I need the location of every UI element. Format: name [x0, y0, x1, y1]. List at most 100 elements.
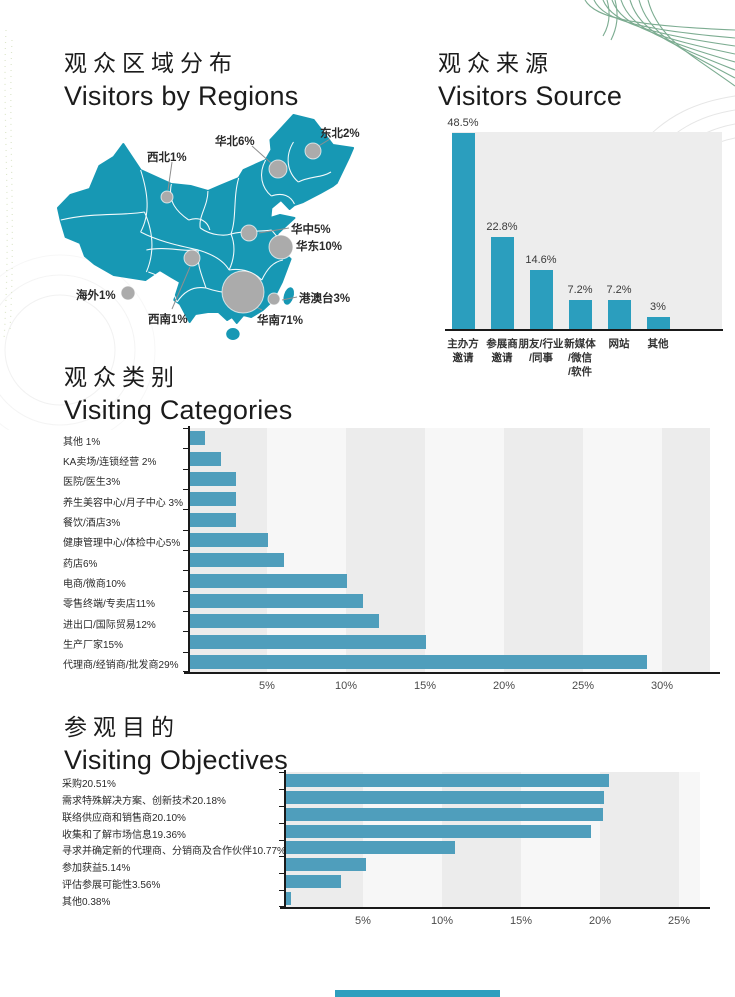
categories-ytick-11 [183, 652, 188, 653]
objectives-ytick-7 [279, 890, 284, 891]
categories-row-label-0: 其他 1% [63, 436, 101, 448]
region-bubble-西南 [183, 249, 201, 267]
categories-band [504, 428, 583, 672]
source-bar-label-line: /软件 [568, 366, 592, 378]
categories-title-zh: 观众类别 [64, 364, 180, 390]
objectives-ytick-6 [279, 873, 284, 874]
objectives-band [679, 772, 700, 907]
objectives-row-label-6: 评估参展可能性3.56% [62, 880, 161, 892]
region-bubble-华南 [221, 270, 265, 314]
source-bar-value-1: 22.8% [486, 221, 518, 233]
objectives-row-label-4: 寻求并确定新的代理商、分销商及合作伙伴10.77% [62, 846, 286, 858]
objectives-ytick-2 [279, 806, 284, 807]
regions-title-en: Visitors by Regions [64, 81, 299, 111]
objectives-xaxis [280, 907, 710, 909]
objectives-bar-4 [285, 841, 455, 855]
source-title-en: Visitors Source [438, 81, 623, 111]
categories-row-label-7: 电商/微商10% [63, 579, 126, 590]
objectives-bar-3 [285, 824, 591, 838]
objectives-bar-0 [285, 773, 609, 787]
categories-bar-1 [189, 451, 221, 466]
categories-ytick-7 [183, 570, 188, 571]
source-bar-label-line: /微信 [568, 352, 592, 364]
source-bar-label-line: 新媒体 [564, 338, 596, 350]
categories-bar-7 [189, 573, 347, 588]
categories-bar-5 [189, 532, 268, 547]
objectives-xtick-4: 25% [667, 915, 691, 927]
source-bar-value-2: 14.6% [525, 254, 557, 266]
region-label-东北: 东北2% [320, 128, 360, 140]
region-bubbles-overlay [120, 138, 331, 314]
categories-xtick-0: 5% [259, 680, 275, 692]
source-bar-value-3: 7.2% [567, 284, 593, 296]
categories-xtick-3: 20% [492, 680, 516, 692]
categories-row-label-3: 养生美容中心/月子中心 3% [63, 497, 184, 509]
categories-ytick-10 [183, 631, 188, 632]
categories-bar-6 [189, 553, 284, 568]
objectives-bar-7 [285, 892, 291, 906]
categories-bar-8 [189, 593, 363, 608]
categories-row-label-6: 药店6% [63, 558, 98, 570]
categories-yaxis [188, 426, 190, 672]
categories-bar-3 [189, 492, 236, 507]
objectives-xtick-3: 20% [588, 915, 612, 927]
categories-ytick-2 [183, 469, 188, 470]
region-label-华东: 华东10% [296, 241, 343, 253]
categories-bar-4 [189, 512, 236, 527]
region-leader-line [281, 296, 298, 301]
categories-xtick-2: 15% [413, 680, 437, 692]
source-bar-3 [568, 300, 592, 329]
region-leader-line [171, 266, 191, 310]
source-title-zh: 观众来源 [438, 50, 554, 76]
region-label-华南: 华南71% [257, 315, 304, 327]
source-bar-label-line: 参展商 [486, 338, 518, 350]
source-section-title: 观众来源 Visitors Source [438, 44, 622, 112]
regions-title-zh: 观众区域分布 [64, 50, 238, 76]
region-leader-line [251, 145, 272, 164]
objectives-ytick-4 [279, 840, 284, 841]
objectives-row-label-0: 采购20.51% [62, 778, 116, 790]
region-label-海外: 海外1% [76, 290, 116, 302]
objectives-xtick-0: 5% [355, 915, 371, 927]
objectives-ytick-5 [279, 856, 284, 857]
categories-ytick-9 [183, 611, 188, 612]
objectives-row-label-5: 参加获益5.14% [62, 863, 131, 875]
source-bar-label-4: 网站 [589, 337, 649, 351]
categories-xtick-4: 25% [571, 680, 595, 692]
source-bar-1 [490, 237, 514, 329]
categories-row-label-11: 代理商/经销商/批发商29% [63, 660, 179, 672]
categories-band [346, 428, 425, 672]
objectives-bar-1 [285, 790, 604, 804]
categories-band [583, 428, 662, 672]
source-bar-value-5: 3% [650, 301, 666, 313]
categories-band [267, 428, 346, 672]
source-bar-0 [451, 133, 475, 329]
source-bar-label-line: 其他 [647, 338, 669, 350]
categories-row-label-2: 医院/医生3% [63, 477, 121, 489]
objectives-yaxis [284, 770, 286, 907]
objectives-row-label-1: 需求特殊解决方案、创新技术20.18% [62, 795, 226, 807]
source-bar-label-line: 邀请 [452, 352, 474, 364]
categories-ytick-4 [183, 509, 188, 510]
categories-ytick-0 [183, 428, 188, 429]
region-label-港澳台: 港澳台3% [299, 293, 351, 305]
objectives-section-title: 参观目的 Visiting Objectives [64, 708, 288, 776]
categories-bar-9 [189, 614, 379, 629]
categories-ytick-6 [183, 550, 188, 551]
categories-bar-2 [189, 471, 236, 486]
categories-xtick-5: 30% [650, 680, 674, 692]
objectives-xtick-2: 15% [509, 915, 533, 927]
regions-section-title: 观众区域分布 Visitors by Regions [64, 44, 298, 112]
categories-row-label-5: 健康管理中心/体检中心5% [63, 538, 181, 550]
region-bubble-海外 [120, 285, 136, 301]
categories-ytick-1 [183, 448, 188, 449]
objectives-band [600, 772, 679, 907]
objectives-title-zh: 参观目的 [64, 714, 180, 740]
source-bar-label-line: 主办方 [447, 338, 479, 350]
categories-row-label-8: 零售终端/专卖店11% [63, 599, 156, 611]
region-label-华北: 华北6% [215, 136, 255, 148]
categories-row-label-10: 生产厂家15% [63, 640, 124, 651]
objectives-row-label-7: 其他0.38% [62, 897, 111, 909]
categories-row-label-4: 餐饮/酒店3% [63, 518, 121, 529]
